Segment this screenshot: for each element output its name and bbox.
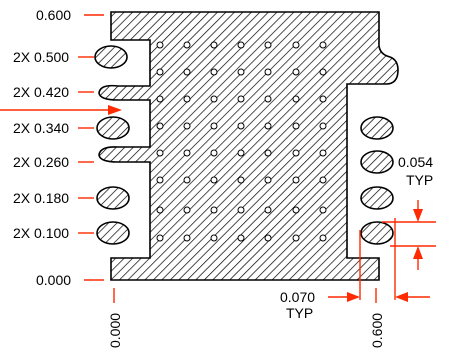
thermal-via (237, 234, 245, 242)
thermal-via (319, 149, 327, 157)
thermal-via (183, 149, 191, 157)
thermal-via (183, 176, 191, 184)
thermal-via (210, 234, 218, 242)
thermal-via (237, 41, 245, 49)
thermal-via (319, 122, 327, 130)
thermal-via (156, 206, 164, 214)
right-pad-4 (360, 221, 394, 245)
left-pad-0340 (96, 116, 130, 140)
thermal-via (292, 234, 300, 242)
thermal-via (237, 122, 245, 130)
thermal-via (183, 206, 191, 214)
thermal-via-grid (156, 41, 327, 242)
thermal-via (292, 95, 300, 103)
label-0260: 2X 0.260 (13, 154, 69, 170)
thermal-via (210, 95, 218, 103)
thermal-via (292, 122, 300, 130)
thermal-via (264, 149, 272, 157)
thermal-via (237, 95, 245, 103)
thermal-via (264, 41, 272, 49)
pad-arrow-top (413, 209, 423, 222)
thermal-via (156, 234, 164, 242)
label-0420: 2X 0.420 (13, 84, 69, 100)
thermal-via (156, 176, 164, 184)
bottom-label-0000: 0.000 (107, 313, 123, 348)
thermal-via (183, 68, 191, 76)
thermal-via (264, 176, 272, 184)
thermal-via (210, 68, 218, 76)
exposed-pad (98, 11, 399, 281)
pitch-dim-note: TYP (286, 305, 313, 321)
thermal-via (183, 41, 191, 49)
label-0180: 2X 0.180 (13, 190, 69, 206)
thermal-via (292, 41, 300, 49)
left-pad-0100 (96, 221, 130, 245)
thermal-via (183, 95, 191, 103)
thermal-via (319, 95, 327, 103)
thermal-via (210, 206, 218, 214)
thermal-via (210, 122, 218, 130)
thermal-via (237, 176, 245, 184)
pad-dim-value: 0.054 (398, 154, 433, 170)
bottom-label-0600: 0.600 (369, 313, 385, 348)
thermal-via (156, 68, 164, 76)
thermal-via (183, 122, 191, 130)
thermal-via (210, 176, 218, 184)
thermal-via (319, 41, 327, 49)
thermal-via (156, 122, 164, 130)
left-pads (94, 45, 130, 245)
thermal-via (292, 68, 300, 76)
bottom-leaders (113, 200, 436, 303)
thermal-via (264, 68, 272, 76)
thermal-via (237, 68, 245, 76)
pitch-arrow-left (347, 292, 360, 302)
thermal-via (319, 234, 327, 242)
right-pad-2 (360, 150, 394, 174)
thermal-via (237, 149, 245, 157)
left-leaders (0, 14, 112, 281)
right-pad-1 (360, 116, 394, 140)
thermal-via (210, 41, 218, 49)
left-pad-0180 (96, 186, 130, 210)
label-0000: 0.000 (36, 272, 71, 288)
pitch-arrow-right (395, 292, 408, 302)
thermal-via (319, 68, 327, 76)
thermal-via (156, 41, 164, 49)
thermal-via (264, 122, 272, 130)
thermal-via (264, 95, 272, 103)
thermal-via (264, 234, 272, 242)
left-arrowhead (108, 105, 122, 115)
thermal-via (292, 149, 300, 157)
label-0340: 2X 0.340 (13, 120, 69, 136)
thermal-via (292, 176, 300, 184)
thermal-via (319, 176, 327, 184)
thermal-via (292, 206, 300, 214)
pad-dim-note: TYP (406, 172, 433, 188)
thermal-via (237, 206, 245, 214)
thermal-via (156, 149, 164, 157)
thermal-via (156, 95, 164, 103)
label-0500: 2X 0.500 (13, 49, 69, 65)
pad-arrow-bottom (413, 246, 423, 259)
pitch-dim-value: 0.070 (280, 289, 315, 305)
left-pad-0500 (94, 45, 128, 69)
thermal-via (183, 234, 191, 242)
right-pads (360, 116, 394, 245)
right-pad-3 (360, 186, 394, 210)
thermal-via (264, 206, 272, 214)
thermal-via (210, 149, 218, 157)
label-0100: 2X 0.100 (13, 225, 69, 241)
label-0600: 0.600 (36, 7, 71, 23)
thermal-via (319, 206, 327, 214)
